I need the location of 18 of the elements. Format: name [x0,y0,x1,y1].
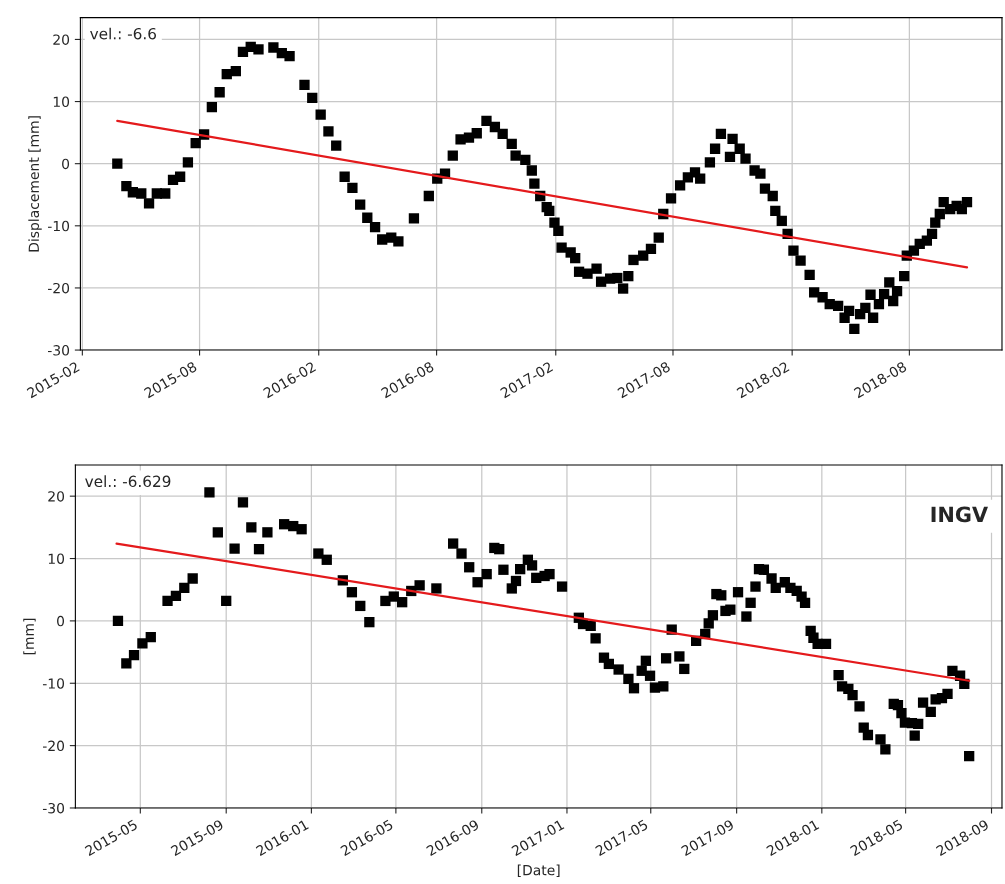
annotation: vel.: -6.6 [90,27,157,40]
y-tick-label: -30 [47,345,70,356]
y-tick-label: 20 [53,34,70,45]
y-tick-label: -10 [42,678,65,689]
y-tick-label: -30 [42,802,65,814]
y-axis-title: Displacement [mm] [28,116,42,252]
y-tick-label: -10 [47,220,70,232]
y-tick-label: 10 [48,553,65,564]
annotation: vel.: -6.629 [85,475,171,488]
y-tick-label: 20 [48,491,65,502]
y-axis-title: [mm] [23,618,36,655]
y-tick-label: -20 [42,740,65,752]
y-tick-label: 0 [57,615,65,627]
y-tick-label: 10 [53,96,70,108]
x-axis-title: [Date] [517,864,560,877]
y-tick-label: -20 [47,282,70,294]
y-tick-label: 0 [62,158,70,170]
annotation: INGV [931,506,988,523]
